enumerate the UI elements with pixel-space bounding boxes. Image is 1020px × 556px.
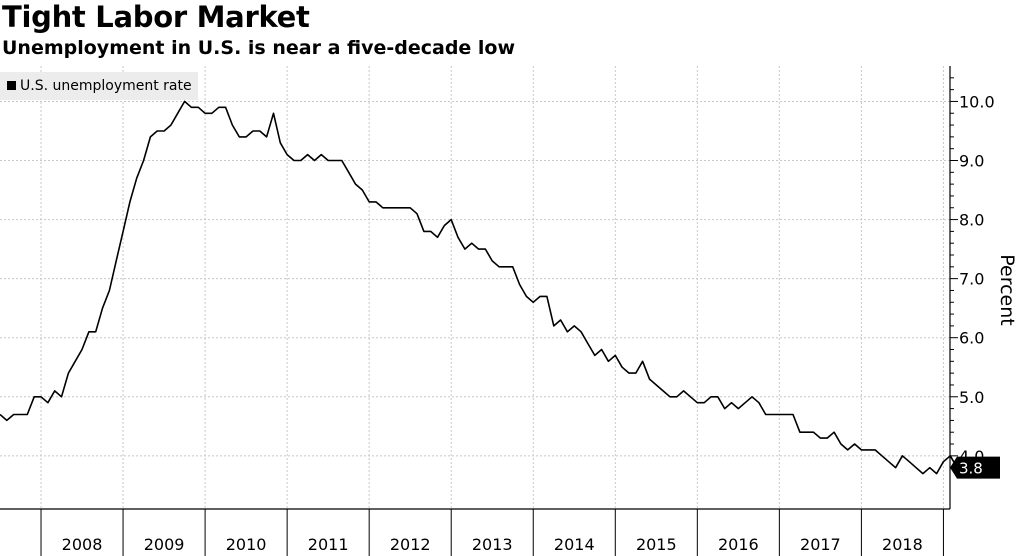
- series-lines: [0, 100, 958, 475]
- y-tick-label: 9.0: [959, 152, 984, 171]
- y-tick-label: 7.0: [959, 270, 984, 289]
- x-tick-label: 2012: [390, 535, 431, 554]
- x-tick-label: 2011: [308, 535, 349, 554]
- x-tick-label: 2018: [882, 535, 923, 554]
- y-tick-label: 8.0: [959, 211, 984, 230]
- x-tick-label: 2017: [800, 535, 841, 554]
- last-value-marker: 3.8: [950, 456, 1000, 479]
- last-value-label: 3.8: [959, 460, 983, 478]
- x-tick-label: 2016: [718, 535, 759, 554]
- chart-subtitle: Unemployment in U.S. is near a five-deca…: [2, 37, 516, 59]
- vertical-gridlines: [40, 66, 944, 509]
- y-tick-label: 6.0: [959, 329, 984, 348]
- x-tick-label: 2015: [636, 535, 677, 554]
- last-value-badge: [950, 456, 1000, 479]
- x-tick-label: 2009: [144, 535, 185, 554]
- y-tick-label: 5.0: [959, 388, 984, 407]
- y-axis-label: Percent: [996, 254, 1018, 326]
- x-tick-label: 2014: [554, 535, 595, 554]
- series-line-unemployment: [0, 100, 958, 475]
- x-axis-ticks: 2008 2009 2010 2011 2012 2013 2014 2015 2016 2017…: [40, 509, 944, 556]
- legend-entry-label: U.S. unemployment rate: [20, 78, 192, 94]
- y-tick-label: 10.0: [959, 92, 995, 111]
- x-tick-label: 2013: [472, 535, 513, 554]
- x-tick-label: 2008: [62, 535, 103, 554]
- horizontal-gridlines: [0, 100, 950, 457]
- chart-legend: U.S. unemployment rate: [0, 72, 198, 100]
- axes: [0, 66, 951, 510]
- legend-background: [0, 72, 198, 100]
- chart-title: Tight Labor Market: [2, 0, 310, 34]
- legend-swatch: [7, 81, 16, 90]
- x-tick-label: 2010: [226, 535, 267, 554]
- y-axis-ticks: 4.05.06.07.08.09.010.0: [950, 77, 995, 466]
